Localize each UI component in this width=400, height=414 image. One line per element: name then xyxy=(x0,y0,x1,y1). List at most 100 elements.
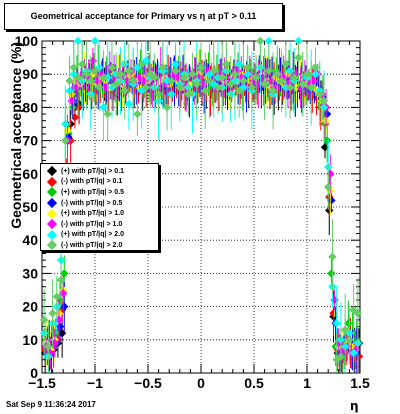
legend-label: (+) with pT/|q| > 0.1 xyxy=(61,167,125,175)
data-point xyxy=(162,76,172,86)
data-point xyxy=(99,73,108,82)
data-point xyxy=(233,79,243,89)
data-point xyxy=(264,36,274,46)
data-point xyxy=(311,63,320,72)
data-point xyxy=(230,70,240,79)
data-point xyxy=(124,66,134,76)
legend-label: (-) with pT/|q| > 1.0 xyxy=(61,220,123,228)
data-point xyxy=(175,83,184,92)
data-point xyxy=(52,292,62,301)
data-point xyxy=(188,70,197,79)
data-point xyxy=(51,328,60,338)
chart-title: Geometrical acceptance for Primary vs η … xyxy=(4,3,283,30)
data-point xyxy=(158,63,168,72)
data-point xyxy=(103,109,112,119)
data-point xyxy=(290,73,299,82)
data-point xyxy=(141,56,151,66)
y-tick-label: 60 xyxy=(22,166,38,182)
data-point xyxy=(322,136,332,145)
x-tick-label: −1 xyxy=(87,375,103,391)
legend-marker xyxy=(46,187,58,198)
legend-entry: (-) with pT/|q| > 2.0 xyxy=(46,240,158,251)
data-point xyxy=(256,36,265,46)
data-point xyxy=(107,63,117,72)
data-point xyxy=(55,322,65,331)
data-point xyxy=(315,89,324,99)
data-point xyxy=(326,169,335,178)
legend-label: (+) with pT/|q| > 2.0 xyxy=(61,231,125,239)
data-point xyxy=(184,89,193,99)
legend-marker xyxy=(46,219,58,230)
data-point xyxy=(349,348,358,358)
data-point xyxy=(345,335,354,344)
data-point xyxy=(179,73,189,82)
data-point xyxy=(237,73,246,82)
data-point xyxy=(322,109,332,119)
data-point xyxy=(328,252,337,261)
data-point xyxy=(324,182,333,192)
data-point xyxy=(285,83,295,92)
data-point xyxy=(81,79,90,89)
x-tick-label: −0.5 xyxy=(134,375,162,391)
data-point xyxy=(154,89,163,99)
legend-label: (-) with pT/|q| > 0.5 xyxy=(61,199,123,207)
legend-marker xyxy=(46,176,58,187)
data-point xyxy=(268,86,278,95)
series xyxy=(39,36,363,373)
data-point xyxy=(112,79,121,89)
data-point xyxy=(264,66,274,76)
data-point xyxy=(192,79,201,89)
data-point xyxy=(294,53,303,62)
data-point xyxy=(133,109,142,119)
legend-entry: (-) with pT/|q| > 1.0 xyxy=(46,219,158,230)
data-point xyxy=(273,70,282,79)
data-point xyxy=(209,66,218,76)
data-point xyxy=(305,86,315,95)
data-point xyxy=(263,73,272,82)
data-point xyxy=(277,76,286,86)
data-point xyxy=(78,60,87,69)
data-point xyxy=(95,83,104,92)
legend: (+) with pT/|q| > 0.1 (-) with pT/|q| > 0… xyxy=(40,163,159,251)
data-point xyxy=(86,76,95,86)
data-point xyxy=(61,136,70,145)
data-point xyxy=(124,99,134,109)
data-point xyxy=(144,79,154,89)
x-axis-title: η xyxy=(350,399,359,413)
data-point xyxy=(120,86,129,95)
y-tick-label: 50 xyxy=(22,199,38,215)
y-tick-label: 30 xyxy=(22,265,38,281)
data-point xyxy=(60,269,69,278)
data-point xyxy=(298,79,307,89)
data-point xyxy=(281,83,290,92)
data-point xyxy=(167,76,176,86)
legend-marker xyxy=(46,208,58,219)
x-tick-label: 0.5 xyxy=(244,375,264,391)
data-point xyxy=(213,83,223,92)
y-tick-label: 90 xyxy=(22,66,38,82)
legend-entry: (-) with pT/|q| > 0.5 xyxy=(46,197,158,209)
x-tick-label: 1 xyxy=(303,375,311,391)
legend-entry: (+) with pT/|q| > 0.1 xyxy=(46,166,158,177)
data-point xyxy=(226,79,235,89)
data-point xyxy=(239,76,248,86)
data-point xyxy=(128,76,138,86)
y-tick-label: 20 xyxy=(22,299,38,315)
data-point xyxy=(319,96,329,105)
data-point xyxy=(195,66,205,76)
data-point xyxy=(243,63,252,72)
data-point xyxy=(205,76,214,86)
y-tick-label: 70 xyxy=(22,133,38,149)
data-point xyxy=(234,86,244,95)
x-tick-label: 1.5 xyxy=(350,375,370,391)
data-point xyxy=(98,86,107,95)
data-point xyxy=(344,319,353,328)
legend-marker xyxy=(46,240,58,251)
data-point xyxy=(353,309,363,318)
data-point xyxy=(171,66,180,76)
y-tick-label: 80 xyxy=(22,99,38,115)
footer-timestamp: Sat Sep 9 11:36:24 2017 xyxy=(6,400,96,409)
data-point xyxy=(60,302,69,311)
data-point xyxy=(247,83,257,92)
